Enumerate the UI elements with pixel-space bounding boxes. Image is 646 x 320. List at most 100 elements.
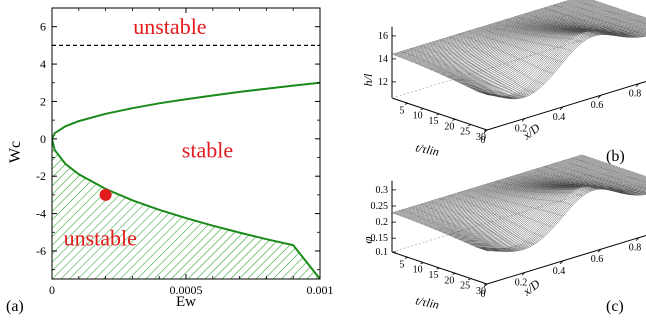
surface-mesh-line-t [515,16,611,36]
z-tick-label: 0.3 [376,185,389,196]
surface-mesh-line-t [439,198,535,245]
c-z-axis-label: φ [360,236,375,243]
z-tick-label: 0.2 [376,217,389,228]
y-tick-label: -2 [36,169,46,183]
panel-label-a: (a) [6,298,24,315]
region-label-unstable: unstable [64,225,137,250]
t-tick-mark [436,267,440,270]
surface-mesh-line-t [401,209,497,252]
series-line-1 [52,138,320,279]
t-tick-label: 5 [399,105,404,116]
surface-mesh-line-t [420,45,516,100]
surface-mesh-line-t [458,192,554,228]
t-tick-mark [452,118,456,121]
series-line-0 [52,81,320,140]
surface-mesh-line-t [592,0,646,19]
panel-label-b: (b) [606,148,625,165]
surface-mesh-line-t [429,42,526,98]
surface-mesh-line [485,33,646,99]
surface-mesh-line-t [515,175,611,191]
surface-mesh-line-t [486,25,583,43]
x-tick-label: 0.4 [553,112,566,123]
x-tick-mark [521,118,526,122]
unstable-hatched-region [52,138,320,279]
y-tick-label: 6 [40,20,46,34]
x-axis-label: Ew [176,294,196,310]
surface-mesh-line-t [391,54,488,95]
z-tick-label: 14 [378,54,388,65]
region-label-unstable: unstable [133,14,206,39]
t-tick-mark [404,102,408,105]
y-tick-label: 4 [40,57,46,71]
t-tick-mark [436,113,440,116]
x-tick-mark [635,237,640,241]
surface-mesh-line [415,4,606,64]
z-tick-label: 12 [378,77,388,88]
surface-mesh-line [444,13,635,77]
x-tick-label: 0 [481,289,486,300]
surface-mesh-line [448,15,640,79]
x-tick-label: 0.001 [307,283,334,297]
z-tick-label: 16 [378,31,388,42]
surface-mesh-line-t [524,172,621,193]
surface-mesh-line-t [458,33,554,74]
panel-c: 0.30.250.20.150.100.20.40.60.81510152025… [360,154,646,315]
x-tick-label: 0 [481,135,486,146]
y-tick-label: -6 [36,244,46,258]
y-tick-label: 2 [40,94,46,108]
surface-mesh-line-t [524,13,621,37]
surface-mesh-line-t [553,163,646,194]
surface-x-axis-line [486,234,646,285]
surface-mesh-line-t [439,39,535,93]
surface-mesh-line-t [562,1,646,30]
x-tick-label: 0 [49,283,55,297]
c-y-axis-label: t/τlin [414,293,440,312]
z-tick-label: 0.15 [371,233,389,244]
t-tick-mark [404,256,408,259]
surface-mesh-line-t [467,189,564,217]
x-tick-label: 0.8 [629,243,642,254]
surface-mesh-line-t [429,201,526,250]
t-tick-label: 25 [460,281,470,292]
surface-mesh-line-t [562,160,646,189]
surface-mesh-line-t [543,166,640,196]
surface-mesh-line-t [477,186,573,206]
surface-mesh-line [482,187,646,251]
surface-mesh-line-t [572,157,646,183]
surface-mesh-line-t [410,48,507,99]
surface-mesh-line-t [486,183,583,197]
b-z-axis-label: h/l [361,73,375,86]
region-label-stable: stable [182,138,233,163]
y-tick-label: -4 [36,207,46,221]
x-tick-label: 0.6 [591,100,604,111]
b-y-axis-label: t/τlin [414,140,440,159]
surface-mesh-line-t [496,22,592,37]
surface-mesh-line-t [496,180,592,191]
t-tick-label: 15 [429,116,439,127]
t-tick-label: 30 [476,132,486,143]
t-tick-label: 20 [444,275,454,286]
x-tick-label: 0.8 [629,89,642,100]
x-tick-mark [521,272,526,276]
surface-mesh-line-t [505,19,602,35]
t-tick-mark [452,272,456,275]
t-tick-label: 10 [413,111,423,122]
x-tick-mark [597,248,602,253]
t-tick-label: 25 [460,127,470,138]
x-tick-label: 0.2 [515,123,528,134]
x-tick-mark [559,260,564,265]
surface-back-edge [391,193,583,253]
z-tick-label: 0.1 [376,247,389,258]
t-tick-mark [420,262,424,265]
t-tick-label: 20 [444,121,454,132]
t-tick-label: 30 [476,286,486,297]
surface-mesh-line-t [448,195,545,237]
y-axis-label: Wc [7,141,24,163]
x-tick-label: 0.4 [553,266,566,277]
panel-a: 6 4 2 0 -2 -4 -6 0 0.0005 0.001 unstable stable un… [6,7,334,315]
red-data-point [99,188,112,201]
t-tick-label: 5 [399,259,404,270]
t-tick-label: 15 [429,270,439,281]
x-tick-label: 0.6 [591,254,604,265]
